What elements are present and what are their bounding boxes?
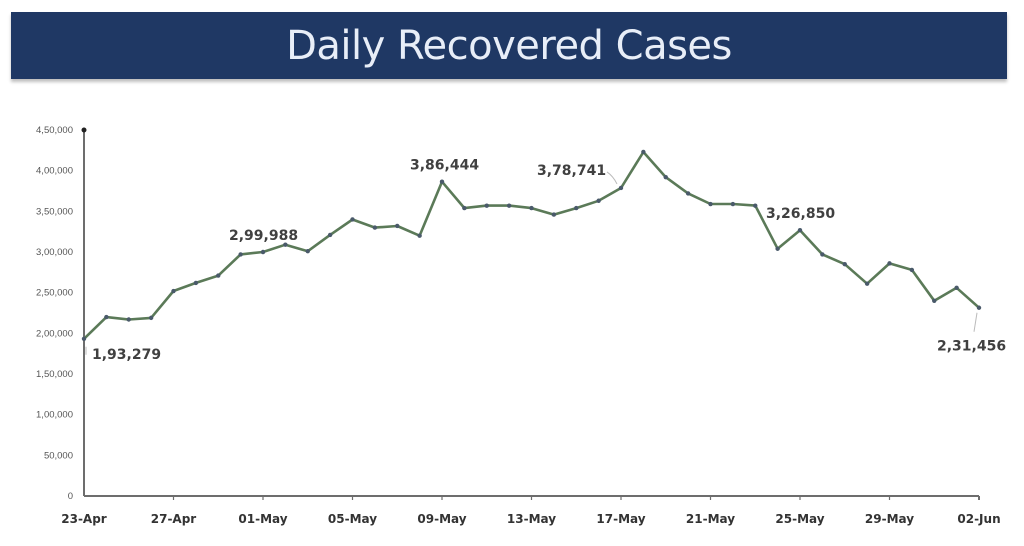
data-point-marker (171, 288, 176, 294)
data-label: 2,31,456 (937, 339, 1006, 355)
data-point-marker (932, 298, 937, 303)
y-tick-label: 1,00,000 (36, 410, 73, 421)
y-tick-label: 1,50,000 (36, 369, 73, 380)
data-point-marker (439, 179, 445, 184)
data-point-marker (193, 280, 199, 286)
data-label: 1,93,279 (92, 347, 161, 363)
data-point-marker (551, 212, 557, 217)
data-point-marker (372, 225, 378, 230)
data-point-marker (864, 281, 870, 286)
data-point-marker (350, 217, 355, 222)
data-point-marker (596, 198, 601, 203)
data-point-marker (395, 223, 400, 229)
data-point-marker (238, 252, 243, 257)
data-label: 3,26,850 (766, 206, 835, 222)
data-point-marker (753, 203, 758, 208)
data-point-marker (775, 246, 780, 251)
y-tick-label: 2,00,000 (36, 328, 73, 339)
data-point-marker (462, 205, 467, 211)
data-point-marker (283, 242, 288, 247)
x-tick-label: 13-May (507, 512, 556, 526)
data-point-marker (820, 252, 825, 257)
x-tick-label: 23-Apr (61, 512, 107, 526)
x-axis: 23-Apr 27-Apr 01-May 05-May 09-May 13-May 17-M… (61, 495, 1001, 526)
data-point-marker (216, 273, 221, 278)
x-tick-label: 21-May (686, 512, 735, 526)
data-label: 3,86,444 (410, 158, 479, 174)
data-point-marker (663, 174, 668, 180)
x-tick-label: 29-May (865, 512, 914, 526)
data-point-marker (148, 315, 154, 321)
data-point-marker (506, 203, 512, 208)
series-line (81, 149, 982, 341)
data-point-marker (887, 261, 892, 266)
y-tick-label: 4,50,000 (36, 125, 73, 136)
data-point-marker (574, 205, 579, 211)
y-tick-label: 50,000 (44, 450, 73, 461)
y-tick-label: 2,50,000 (36, 288, 73, 299)
x-tick-label: 01-May (238, 512, 287, 526)
x-tick-label: 27-Apr (151, 512, 197, 526)
x-tick-label: 02-Jun (957, 512, 1000, 526)
chart-title: Daily Recovered Cases (286, 22, 732, 69)
data-point-marker (954, 285, 959, 290)
data-label: 3,78,741 (537, 163, 606, 179)
y-tick-label: 0 (68, 491, 73, 502)
data-point-marker (976, 305, 982, 310)
title-banner: Daily Recovered Cases (11, 12, 1007, 79)
data-point-marker (708, 201, 713, 207)
data-point-marker (484, 203, 489, 208)
data-point-marker (305, 248, 310, 254)
data-point-marker (104, 314, 109, 320)
y-tick-label: 4,00,000 (36, 166, 73, 177)
y-axis: 0 50,000 1,00,000 1,50,000 2,00,000 2,50,000 3… (36, 125, 87, 502)
data-point-marker (618, 185, 624, 191)
series-polyline (83, 150, 980, 340)
x-tick-label: 17-May (596, 512, 645, 526)
data-point-marker (126, 317, 131, 322)
data-point-marker (909, 267, 915, 273)
data-point-marker (797, 227, 803, 233)
data-point-marker (842, 262, 847, 267)
data-point-marker (417, 233, 422, 238)
x-tick-label: 25-May (775, 512, 824, 526)
data-point-marker (730, 201, 736, 207)
y-tick-label: 3,50,000 (36, 206, 73, 217)
y-tick-label: 3,00,000 (36, 247, 73, 258)
data-point-marker (81, 336, 87, 341)
data-point-marker (641, 149, 646, 155)
data-point-marker (529, 205, 534, 211)
x-tick-label: 09-May (417, 512, 466, 526)
y-axis-cap (81, 127, 87, 133)
data-point-marker (260, 249, 266, 255)
data-label: 2,99,988 (229, 228, 298, 244)
data-point-marker (685, 191, 691, 196)
data-point-marker (327, 232, 333, 238)
x-tick-label: 05-May (328, 512, 377, 526)
data-labels: 1,93,279 2,99,988 3,86,444 3,78,741 3,26,850… (85, 158, 1006, 363)
